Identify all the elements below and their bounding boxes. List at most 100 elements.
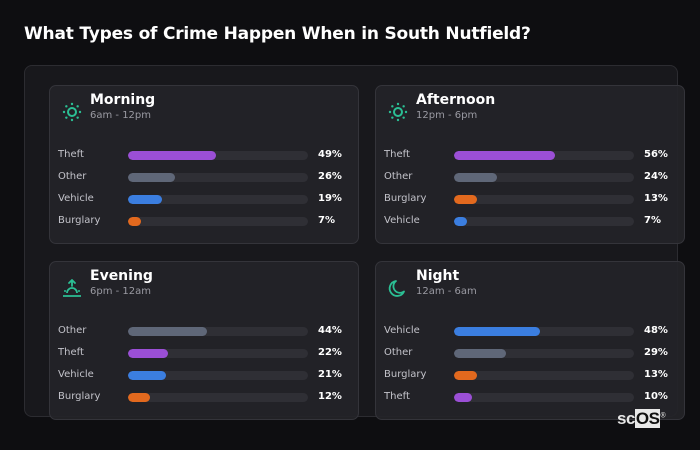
bar-list: Theft 49% Other 26% Vehicle 19% Burglary 7% (58, 148, 353, 236)
bar-row-theft: Theft 22% (58, 346, 353, 368)
bar-list: Other 44% Theft 22% Vehicle 21% Burglary 12% (58, 324, 353, 412)
card-night: Night 12am - 6am Vehicle 48% Other 29% Burgl… (375, 261, 685, 420)
bar-value: 7% (644, 215, 661, 226)
card-title: Night (416, 268, 460, 284)
page-title: What Types of Crime Happen When in South… (24, 24, 531, 44)
card-title: Afternoon (416, 92, 496, 108)
bar-fill (454, 349, 507, 358)
registered-mark: ® (660, 412, 666, 420)
bar-fill (454, 327, 541, 336)
bar-fill (454, 195, 478, 204)
bar-label: Other (58, 171, 87, 182)
bar-row-burglary: Burglary 13% (384, 192, 679, 214)
bar-track (454, 195, 634, 204)
bar-row-other: Other 24% (384, 170, 679, 192)
bar-track (454, 173, 634, 182)
bar-row-theft: Theft 49% (58, 148, 353, 170)
bar-row-other: Other 29% (384, 346, 679, 368)
bar-fill (128, 393, 150, 402)
bar-value: 7% (318, 215, 335, 226)
bar-track (128, 151, 308, 160)
bar-track (128, 195, 308, 204)
bar-track (128, 173, 308, 182)
bar-value: 44% (318, 325, 342, 336)
bar-value: 13% (644, 193, 668, 204)
bar-row-vehicle: Vehicle 7% (384, 214, 679, 236)
bar-fill (128, 349, 168, 358)
bar-list: Theft 56% Other 24% Burglary 13% Vehicle 7% (384, 148, 679, 236)
bar-fill (454, 393, 472, 402)
bar-label: Vehicle (384, 215, 420, 226)
bar-label: Other (384, 171, 413, 182)
bar-row-theft: Theft 56% (384, 148, 679, 170)
bar-row-theft: Theft 10% (384, 390, 679, 412)
card-time-range: 12pm - 6pm (416, 110, 478, 121)
bar-row-burglary: Burglary 12% (58, 390, 353, 412)
bar-label: Other (384, 347, 413, 358)
logo-os: OS (634, 409, 661, 428)
bar-value: 19% (318, 193, 342, 204)
bar-label: Other (58, 325, 87, 336)
scos-logo: scOS® (617, 409, 666, 429)
bar-row-vehicle: Vehicle 21% (58, 368, 353, 390)
bar-row-burglary: Burglary 13% (384, 368, 679, 390)
bar-value: 13% (644, 369, 668, 380)
card-evening: Evening 6pm - 12am Other 44% Theft 22% Vehic… (49, 261, 359, 420)
sun-icon (387, 101, 409, 123)
bar-track (454, 349, 634, 358)
bar-list: Vehicle 48% Other 29% Burglary 13% Theft 10% (384, 324, 679, 412)
bar-fill (128, 195, 163, 204)
bar-fill (128, 151, 217, 160)
bar-track (128, 217, 308, 226)
bar-label: Burglary (58, 391, 101, 402)
card-time-range: 6am - 12pm (90, 110, 152, 121)
bar-row-burglary: Burglary 7% (58, 214, 353, 236)
bar-label: Vehicle (58, 193, 94, 204)
bar-row-vehicle: Vehicle 48% (384, 324, 679, 346)
card-title: Morning (90, 92, 156, 108)
moon-icon (387, 277, 409, 299)
bar-label: Theft (384, 149, 410, 160)
sun-icon (61, 101, 83, 123)
bar-track (454, 327, 634, 336)
bar-fill (128, 173, 175, 182)
bar-value: 48% (644, 325, 668, 336)
bar-value: 26% (318, 171, 342, 182)
bar-value: 10% (644, 391, 668, 402)
bar-track (454, 393, 634, 402)
bar-value: 22% (318, 347, 342, 358)
bar-fill (454, 371, 478, 380)
bar-value: 49% (318, 149, 342, 160)
bar-track (454, 371, 634, 380)
bar-row-other: Other 44% (58, 324, 353, 346)
card-time-range: 6pm - 12am (90, 286, 152, 297)
bar-fill (128, 327, 208, 336)
bar-label: Vehicle (384, 325, 420, 336)
card-title: Evening (90, 268, 153, 284)
card-time-range: 12am - 6am (416, 286, 477, 297)
bar-value: 29% (644, 347, 668, 358)
logo-sc: sc (617, 409, 635, 428)
bar-fill (128, 371, 166, 380)
bar-label: Burglary (58, 215, 101, 226)
bar-value: 56% (644, 149, 668, 160)
card-morning: Morning 6am - 12pm Theft 49% Other 26% Vehic… (49, 85, 359, 244)
bar-track (454, 217, 634, 226)
bar-track (454, 151, 634, 160)
bar-track (128, 393, 308, 402)
bar-track (128, 371, 308, 380)
bar-fill (454, 217, 467, 226)
bar-value: 21% (318, 369, 342, 380)
bar-fill (128, 217, 141, 226)
bar-track (128, 327, 308, 336)
bar-label: Theft (384, 391, 410, 402)
bar-label: Burglary (384, 193, 427, 204)
bar-value: 24% (644, 171, 668, 182)
sunset-icon (61, 277, 83, 299)
bar-fill (454, 151, 555, 160)
bar-value: 12% (318, 391, 342, 402)
bar-label: Theft (58, 149, 84, 160)
bar-track (128, 349, 308, 358)
bar-fill (454, 173, 498, 182)
bar-label: Burglary (384, 369, 427, 380)
